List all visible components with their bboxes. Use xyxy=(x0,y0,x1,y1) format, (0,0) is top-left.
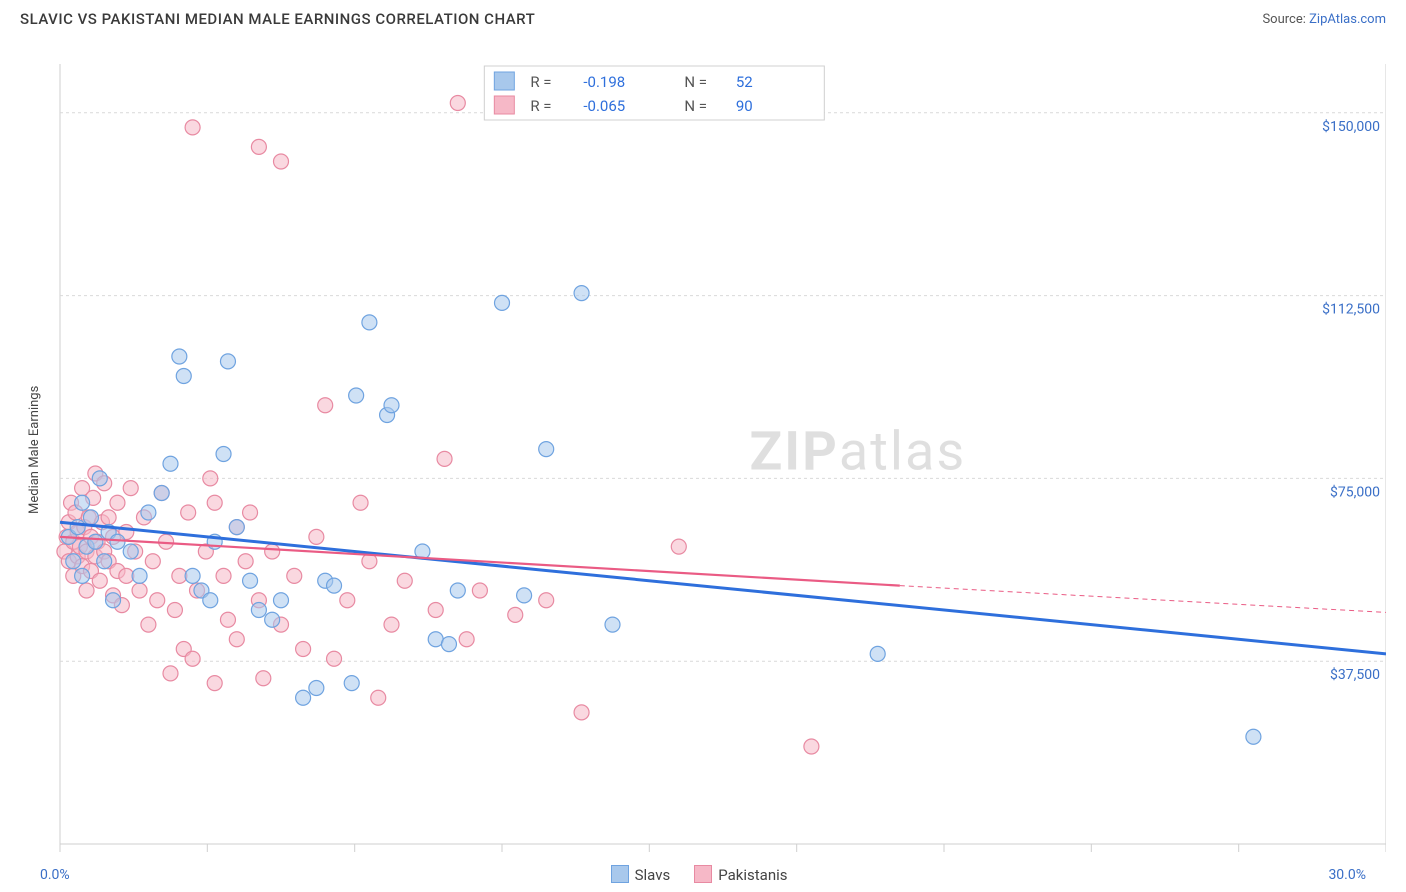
swatch-slavs xyxy=(611,865,629,883)
legend-item-slavs: Slavs xyxy=(611,865,671,884)
svg-text:52: 52 xyxy=(736,73,753,91)
svg-text:-0.065: -0.065 xyxy=(583,97,625,115)
svg-text:90: 90 xyxy=(736,97,753,115)
svg-text:-0.198: -0.198 xyxy=(583,73,625,91)
legend-label-slavs: Slavs xyxy=(635,866,671,884)
source-link[interactable]: ZipAtlas.com xyxy=(1309,12,1386,27)
x-max-label: 30.0% xyxy=(1328,867,1366,883)
header: SLAVIC VS PAKISTANI MEDIAN MALE EARNINGS… xyxy=(0,0,1406,34)
svg-text:$75,000: $75,000 xyxy=(1330,483,1380,500)
svg-text:N =: N = xyxy=(684,73,707,91)
svg-text:$150,000: $150,000 xyxy=(1322,118,1380,135)
source: Source: ZipAtlas.com xyxy=(1262,12,1386,27)
svg-text:ZIPatlas: ZIPatlas xyxy=(750,421,967,484)
svg-text:$112,500: $112,500 xyxy=(1322,301,1380,318)
swatch-pakistanis xyxy=(694,865,712,883)
legend-item-pakistanis: Pakistanis xyxy=(694,865,787,884)
chart-title: SLAVIC VS PAKISTANI MEDIAN MALE EARNINGS… xyxy=(20,10,535,28)
scatter-chart: $37,500 $75,000 $112,500 $150,000 Median Mal… xyxy=(20,34,1386,854)
legend-label-pakistanis: Pakistanis xyxy=(718,866,787,884)
chart-area: $37,500 $75,000 $112,500 $150,000 Median Mal… xyxy=(20,34,1386,854)
source-label: Source: xyxy=(1262,12,1305,27)
svg-text:N =: N = xyxy=(684,97,707,115)
svg-text:$37,500: $37,500 xyxy=(1330,666,1380,683)
series-legend: Slavs Pakistanis xyxy=(611,865,788,884)
x-min-label: 0.0% xyxy=(40,867,70,883)
x-axis-footer: 0.0% Slavs Pakistanis 30.0% xyxy=(40,865,1366,884)
svg-text:Median Male Earnings: Median Male Earnings xyxy=(27,385,42,514)
svg-text:R =: R = xyxy=(530,73,551,91)
svg-text:R =: R = xyxy=(530,97,551,115)
